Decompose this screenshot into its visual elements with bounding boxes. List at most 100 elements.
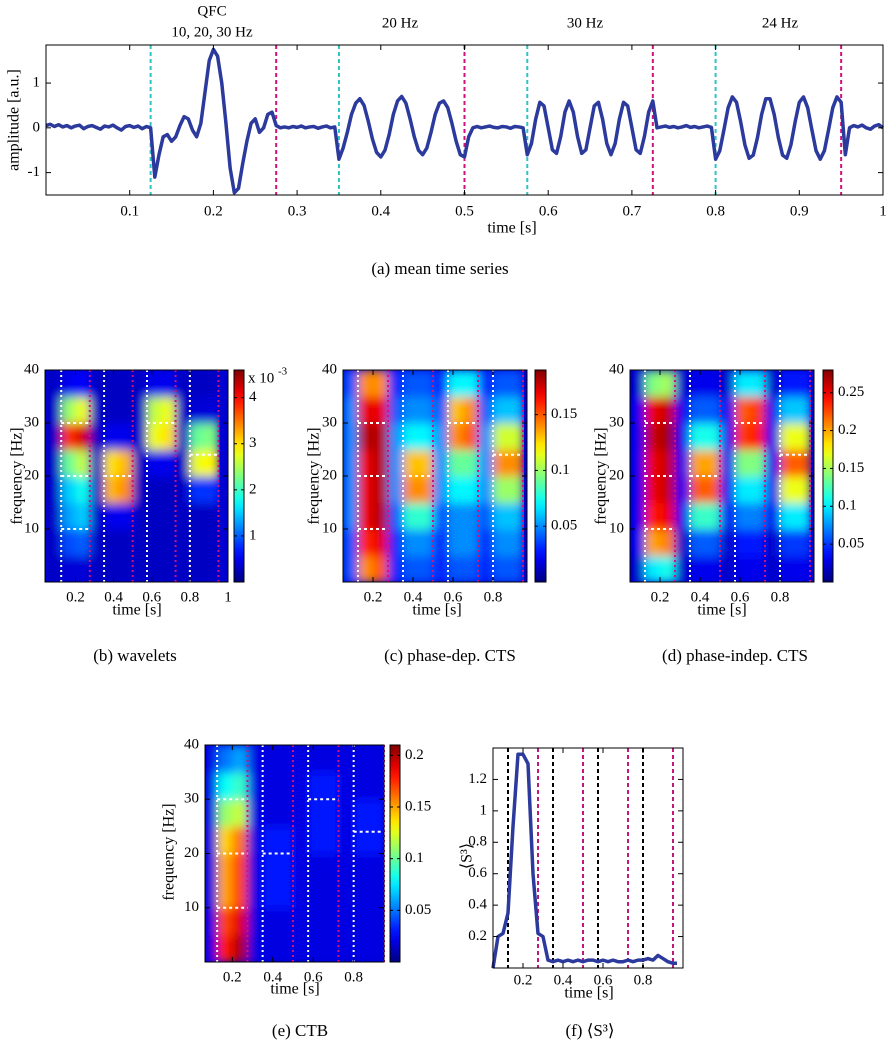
y-tick-label: 0.2 <box>468 928 487 944</box>
colorbar-scale: x 10 <box>248 370 274 386</box>
heatmap-cell <box>795 396 811 424</box>
heatmap-cell <box>75 476 91 504</box>
heatmap-cell <box>308 853 324 882</box>
heatmap-cell <box>750 476 766 504</box>
heatmap-cell <box>630 555 646 582</box>
heatmap-cell <box>189 529 205 557</box>
heatmap-cell <box>690 396 706 424</box>
heatmap-cell <box>308 934 324 962</box>
heatmap-cells <box>343 370 524 582</box>
heatmap-cell <box>720 423 736 451</box>
heatmap-cell <box>720 370 736 398</box>
y-axis-label: ⟨S³⟩ <box>459 843 476 869</box>
y-tick-label: 10 <box>609 520 624 536</box>
heatmap-cell <box>161 476 177 504</box>
heatmap-cell <box>104 423 119 451</box>
heatmap-cell <box>132 529 148 557</box>
heatmap-cell <box>204 396 220 424</box>
heatmap-cell <box>448 423 464 451</box>
x-tick-label: 0.4 <box>371 203 390 219</box>
heatmap-cell <box>161 370 177 398</box>
heatmap-cell <box>433 555 449 582</box>
heatmap-cell <box>368 880 384 909</box>
heatmap-cell <box>735 555 751 582</box>
heatmap-cell <box>368 853 384 882</box>
heatmap-cell <box>46 529 62 557</box>
x-tick-label: 0.6 <box>731 589 750 605</box>
heatmap-cell <box>463 555 479 582</box>
heatmap-cell <box>338 853 355 882</box>
heatmap-cell <box>765 555 781 582</box>
x-axis-label: time [s] <box>487 220 536 237</box>
heatmap-cell <box>175 396 191 424</box>
heatmap-cell <box>478 423 494 451</box>
heatmap-cell <box>675 555 691 582</box>
heatmap <box>45 370 228 582</box>
heatmap-cell <box>46 502 62 530</box>
heatmap-cell <box>338 745 355 773</box>
heatmap-cell <box>343 502 359 530</box>
heatmap-cell <box>46 396 62 424</box>
heatmap-cell <box>247 907 264 936</box>
heatmap-cell <box>765 529 781 557</box>
heatmap-cell <box>358 449 374 477</box>
heatmap-cell <box>61 423 77 451</box>
heatmap-cell <box>204 555 220 582</box>
heatmap-cell <box>645 423 661 451</box>
heatmap-cell <box>508 555 524 582</box>
heatmap-cell <box>353 853 370 882</box>
x-tick-label: 0.6 <box>142 589 161 605</box>
heatmap-cell <box>403 449 419 477</box>
x-tick-label: 0.8 <box>706 203 725 219</box>
y-tick-label: 20 <box>609 467 624 483</box>
heatmap-cell <box>735 370 751 398</box>
heatmap-cell <box>780 529 796 557</box>
heatmap-cell <box>232 880 249 909</box>
heatmap-cell <box>690 476 706 504</box>
heatmap-cell <box>735 449 751 477</box>
heatmap-cell <box>146 476 162 504</box>
heatmap-cell <box>323 772 340 800</box>
heatmap-cell <box>217 934 233 962</box>
heatmap-cell <box>705 370 721 398</box>
annotation: 10, 20, 30 Hz <box>171 24 253 40</box>
heatmap-cell <box>660 476 676 504</box>
heatmap-cell <box>358 555 374 582</box>
caption: (f) ⟨S³⟩ <box>565 1021 614 1040</box>
heatmap-cell <box>118 449 134 477</box>
heatmap-cell <box>433 370 449 398</box>
x-tick-label: 1 <box>224 589 232 605</box>
heatmap-cell <box>277 853 294 882</box>
x-tick-label: 1 <box>879 203 887 219</box>
x-tick-label: 0.6 <box>594 972 613 988</box>
heatmap-cell <box>675 396 691 424</box>
heatmap-cell <box>46 476 62 504</box>
heatmap-cell <box>433 529 449 557</box>
heatmap-cell <box>493 476 509 504</box>
heatmap-cells <box>205 745 384 962</box>
y-tick-label: 40 <box>322 361 337 377</box>
caption: (a) mean time series <box>371 259 508 278</box>
heatmap-cell <box>750 423 766 451</box>
heatmap-cell <box>463 449 479 477</box>
heatmap-cell <box>675 502 691 530</box>
heatmap-cell <box>388 502 404 530</box>
heatmap-cell <box>61 370 77 398</box>
heatmap-cell <box>277 745 294 773</box>
heatmap-cell <box>795 370 811 398</box>
heatmap-cell <box>175 449 191 477</box>
heatmap-cell <box>418 529 434 557</box>
heatmap-cell <box>508 370 524 398</box>
heatmap-cell <box>705 529 721 557</box>
x-tick-label: 0.5 <box>455 203 474 219</box>
x-axis-label: time [s] <box>564 985 613 1002</box>
heatmap-cell <box>780 555 796 582</box>
heatmap-cell <box>217 799 233 827</box>
heatmap-cell <box>104 502 119 530</box>
heatmap-cell <box>118 396 134 424</box>
heatmap-cell <box>368 907 384 936</box>
heatmap-cell <box>89 423 105 451</box>
heatmap-cell <box>403 529 419 557</box>
y-tick-label: 30 <box>609 414 624 430</box>
heatmap-cell <box>373 502 389 530</box>
